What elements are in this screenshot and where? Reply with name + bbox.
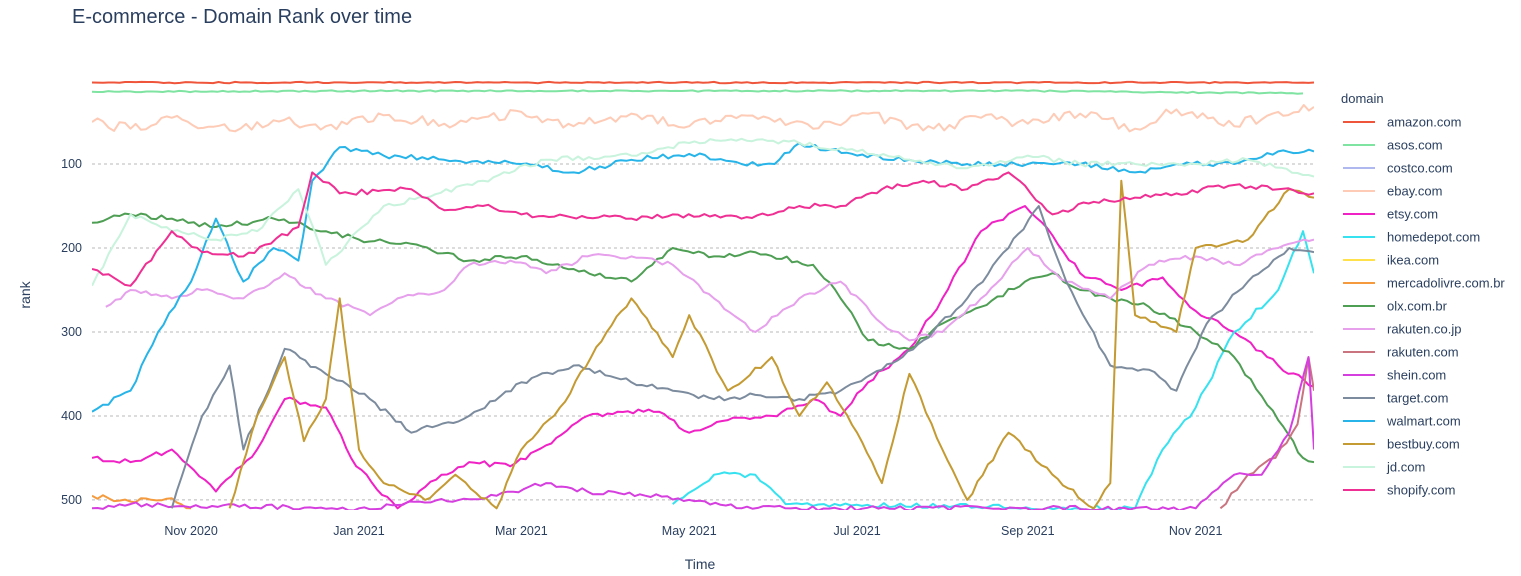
series-line-etsy-com — [92, 205, 1314, 510]
legend-item-label[interactable]: shopify.com — [1387, 483, 1455, 498]
series-line-shopify-com — [92, 171, 1314, 287]
y-tick-label: 100 — [61, 157, 82, 171]
series-line-bestbuy-com — [228, 179, 1314, 510]
legend-item-label[interactable]: ebay.com — [1387, 184, 1442, 199]
y-tick-label: 200 — [61, 241, 82, 255]
x-tick-label: Sep 2021 — [1001, 524, 1055, 538]
legend-item-label[interactable]: jd.com — [1386, 460, 1425, 475]
x-axis-ticks: Nov 2020 Jan 2021 Mar 2021 May 2021 Jul 2021… — [164, 524, 1222, 538]
y-tick-label: 500 — [61, 493, 82, 507]
series-line-homedepot-com — [672, 230, 1314, 510]
x-tick-label: Jan 2021 — [333, 524, 384, 538]
legend-item-label[interactable]: olx.com.br — [1387, 299, 1448, 314]
series-line-jd-com — [92, 137, 1314, 287]
y-tick-label: 400 — [61, 409, 82, 423]
legend-item-label[interactable]: costco.com — [1387, 161, 1453, 176]
series-line-walmart-com — [92, 142, 1314, 413]
legend-item-label[interactable]: amazon.com — [1387, 115, 1461, 130]
x-axis-title: Time — [685, 556, 716, 572]
x-tick-label: Jul 2021 — [833, 524, 880, 538]
series-line-shein-com — [92, 356, 1314, 510]
legend-item-label[interactable]: bestbuy.com — [1387, 437, 1460, 452]
series-lines — [92, 80, 1314, 510]
series-line-asos-com — [92, 89, 1304, 95]
legend-item-label[interactable]: asos.com — [1387, 138, 1443, 153]
series-line-target-com — [170, 205, 1314, 509]
legend-item-label[interactable]: homedepot.com — [1387, 230, 1480, 245]
series-line-amazon-com — [92, 80, 1314, 85]
y-axis-ticks: 100 200 300 400 500 — [61, 157, 82, 507]
legend-item-label[interactable]: rakuten.co.jp — [1387, 322, 1461, 337]
chart-title: E-commerce - Domain Rank over time — [72, 6, 413, 28]
series-line-mercadolivre-com-br — [92, 494, 192, 510]
legend: domain amazon.com asos.com costco.com ebay.… — [1341, 91, 1505, 498]
x-tick-label: Nov 2021 — [1169, 524, 1223, 538]
y-axis-title: rank — [17, 280, 33, 308]
x-tick-label: Nov 2020 — [164, 524, 218, 538]
legend-item-label[interactable]: shein.com — [1387, 368, 1446, 383]
legend-item-label[interactable]: ikea.com — [1387, 253, 1439, 268]
legend-item-label[interactable]: etsy.com — [1387, 207, 1438, 222]
legend-item-label[interactable]: target.com — [1387, 391, 1448, 406]
series-line-rakuten-co-jp — [105, 238, 1314, 342]
x-tick-label: May 2021 — [662, 524, 717, 538]
y-tick-label: 300 — [61, 325, 82, 339]
legend-title: domain — [1341, 91, 1384, 106]
series-line-rakuten-com — [1219, 356, 1314, 510]
series-line-ebay-com — [92, 104, 1314, 133]
x-tick-label: Mar 2021 — [495, 524, 548, 538]
legend-item-label[interactable]: rakuten.com — [1387, 345, 1459, 360]
legend-item-label[interactable]: mercadolivre.com.br — [1387, 276, 1505, 291]
legend-item-label[interactable]: walmart.com — [1386, 414, 1461, 429]
